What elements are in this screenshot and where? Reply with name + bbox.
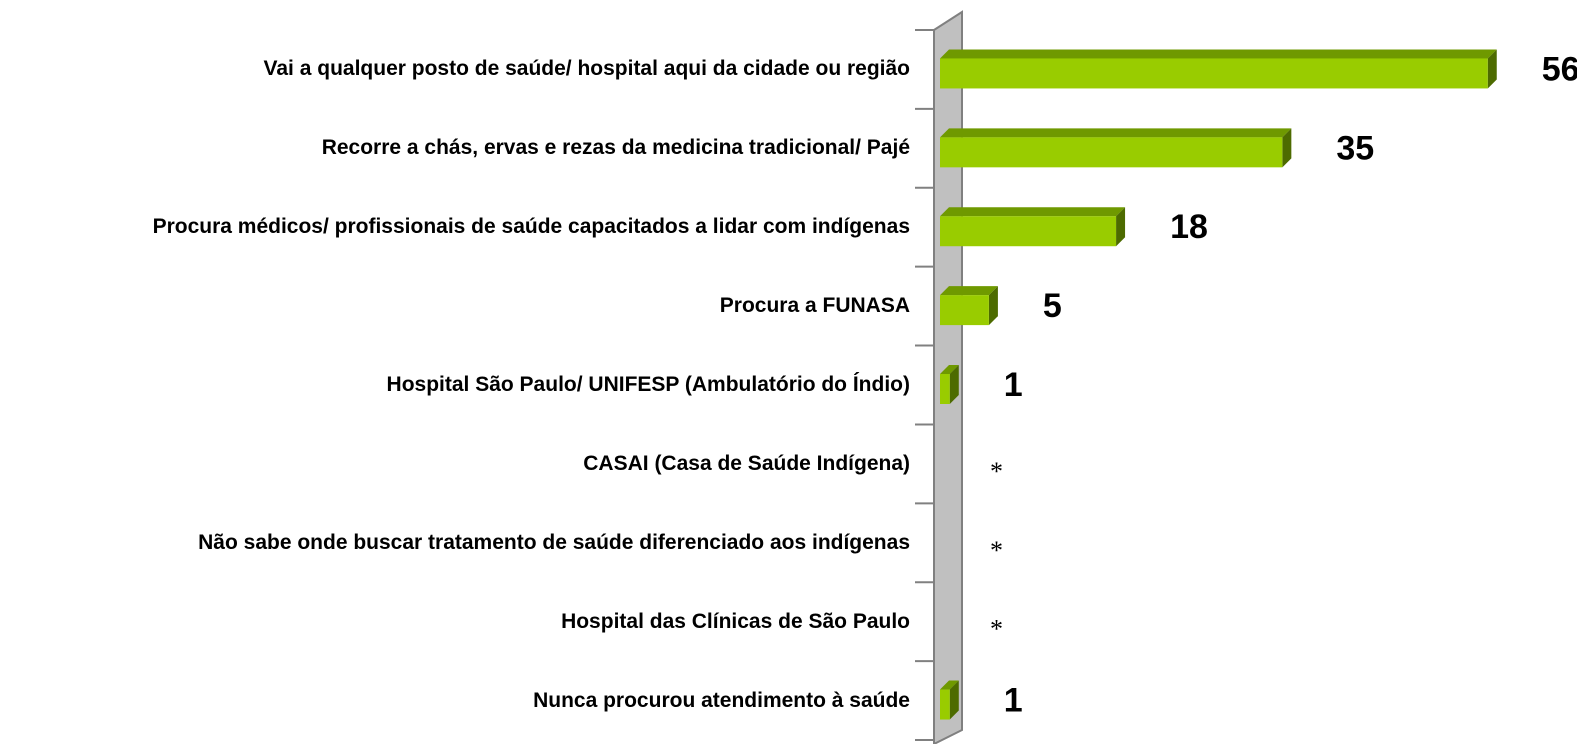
category-text: Não sabe onde buscar tratamento de saúde… bbox=[198, 530, 910, 554]
category-text: Hospital das Clínicas de São Paulo bbox=[561, 609, 910, 633]
category-label: Não sabe onde buscar tratamento de saúde… bbox=[0, 503, 910, 583]
category-label: CASAI (Casa de Saúde Indígena) bbox=[0, 424, 910, 504]
value-label: 35 bbox=[1336, 129, 1374, 167]
bar-side bbox=[949, 365, 959, 404]
bar bbox=[940, 58, 1488, 89]
category-label: Procura a FUNASA bbox=[0, 266, 910, 346]
bar bbox=[940, 295, 989, 326]
category-text: Hospital São Paulo/ UNIFESP (Ambulatório… bbox=[386, 373, 910, 396]
category-label: Vai a qualquer posto de saúde/ hospital … bbox=[0, 29, 910, 109]
bar-top bbox=[940, 207, 1126, 217]
category-text: CASAI (Casa de Saúde Indígena) bbox=[583, 451, 910, 475]
category-label: Hospital São Paulo/ UNIFESP (Ambulatório… bbox=[0, 345, 910, 425]
bar bbox=[940, 216, 1117, 247]
bar-top bbox=[940, 365, 959, 374]
bar-top bbox=[940, 286, 998, 296]
category-text: Procura médicos/ profissionais de saúde … bbox=[152, 215, 910, 239]
category-label: Hospital das Clínicas de São Paulo bbox=[0, 582, 910, 662]
value-label: 18 bbox=[1170, 208, 1208, 246]
value-label: 1 bbox=[1004, 366, 1023, 404]
category-label: Procura médicos/ profissionais de saúde … bbox=[0, 187, 910, 267]
value-label: * bbox=[990, 457, 1003, 486]
category-label: Recorre a chás, ervas e rezas da medicin… bbox=[0, 108, 910, 188]
bar bbox=[940, 374, 950, 404]
category-text: Nunca procurou atendimento à saúde bbox=[533, 688, 910, 712]
bar-top bbox=[940, 128, 1292, 138]
value-label: 5 bbox=[1043, 287, 1062, 325]
value-label: * bbox=[990, 536, 1003, 565]
bar-top bbox=[940, 49, 1497, 59]
bar bbox=[940, 689, 950, 720]
category-label: Nunca procurou atendimento à saúde bbox=[0, 661, 910, 741]
bar-side bbox=[949, 680, 959, 720]
bar-top bbox=[940, 680, 959, 690]
value-label: 1 bbox=[1004, 682, 1023, 720]
bar-side bbox=[1487, 49, 1497, 89]
category-text: Recorre a chás, ervas e rezas da medicin… bbox=[321, 136, 910, 160]
category-text: Vai a qualquer posto de saúde/ hospital … bbox=[263, 57, 910, 81]
category-text: Procura a FUNASA bbox=[719, 294, 910, 318]
bar-side bbox=[1116, 207, 1126, 247]
value-label: * bbox=[990, 615, 1003, 644]
value-label: 56 bbox=[1542, 50, 1577, 88]
bar bbox=[940, 137, 1283, 168]
bar-side bbox=[988, 286, 998, 326]
bar-side bbox=[1282, 128, 1292, 168]
